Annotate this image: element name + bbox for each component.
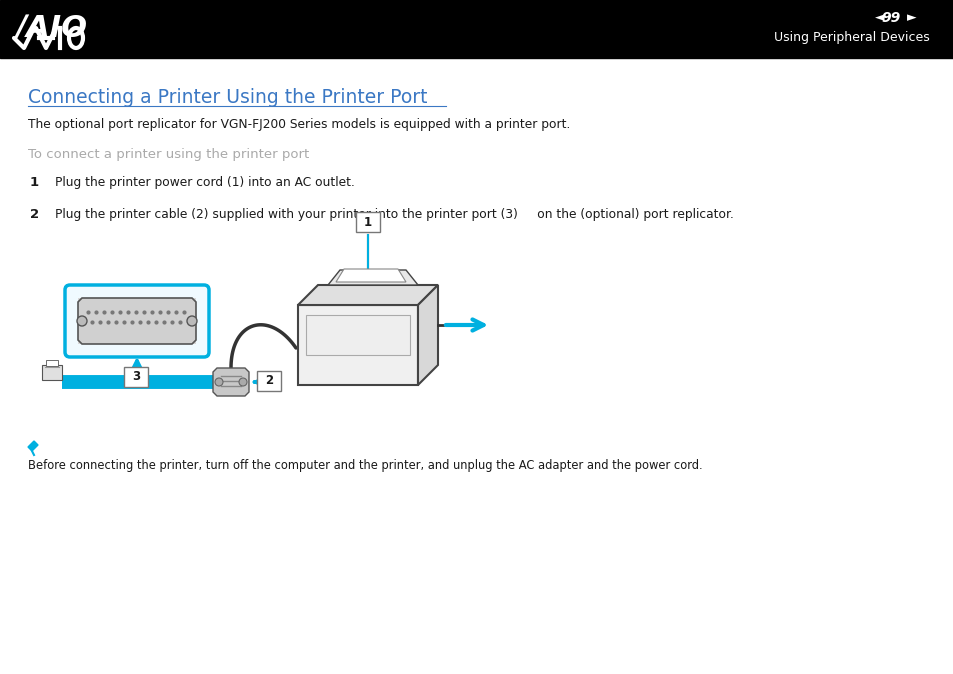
Bar — [0, 0, 953, 58]
Text: Using Peripheral Devices: Using Peripheral Devices — [774, 32, 929, 44]
Polygon shape — [335, 269, 406, 282]
Circle shape — [187, 316, 196, 326]
Text: 2: 2 — [30, 208, 39, 221]
Polygon shape — [417, 285, 437, 385]
Text: The optional port replicator for VGN-FJ200 Series models is equipped with a prin: The optional port replicator for VGN-FJ2… — [28, 118, 570, 131]
Bar — [297, 305, 417, 385]
Circle shape — [77, 316, 87, 326]
Circle shape — [214, 378, 223, 386]
Text: 3: 3 — [132, 371, 140, 384]
Text: 1: 1 — [30, 176, 39, 189]
Text: 99: 99 — [881, 11, 900, 25]
Bar — [78, 298, 195, 344]
Text: ◄: ◄ — [874, 11, 883, 24]
FancyBboxPatch shape — [124, 367, 148, 387]
Polygon shape — [78, 298, 195, 344]
Text: ∕AIO: ∕AIO — [16, 15, 88, 44]
Text: Connecting a Printer Using the Printer Port: Connecting a Printer Using the Printer P… — [28, 88, 427, 107]
FancyBboxPatch shape — [65, 285, 209, 357]
FancyBboxPatch shape — [256, 371, 281, 391]
Circle shape — [239, 378, 247, 386]
Bar — [42, 365, 62, 380]
Polygon shape — [28, 441, 38, 451]
Text: Before connecting the printer, turn off the computer and the printer, and unplug: Before connecting the printer, turn off … — [28, 459, 702, 472]
Bar — [306, 315, 410, 355]
Text: Plug the printer cable (2) supplied with your printer into the printer port (3) : Plug the printer cable (2) supplied with… — [55, 208, 733, 221]
Text: 1: 1 — [363, 216, 372, 228]
Polygon shape — [213, 368, 249, 396]
Bar — [46, 360, 58, 366]
Polygon shape — [328, 270, 417, 285]
Polygon shape — [297, 285, 437, 305]
Text: ►: ► — [906, 11, 916, 24]
FancyBboxPatch shape — [355, 212, 379, 232]
Text: Plug the printer power cord (1) into an AC outlet.: Plug the printer power cord (1) into an … — [55, 176, 355, 189]
Text: To connect a printer using the printer port: To connect a printer using the printer p… — [28, 148, 309, 161]
Text: 2: 2 — [265, 375, 273, 388]
